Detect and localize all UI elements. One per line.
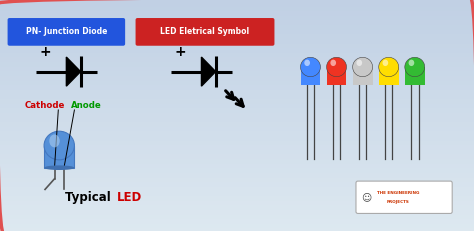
- Text: Cathode: Cathode: [25, 101, 65, 110]
- FancyBboxPatch shape: [353, 67, 373, 85]
- Text: +: +: [39, 45, 51, 59]
- Ellipse shape: [49, 134, 60, 147]
- Bar: [0, 171, 474, 176]
- FancyBboxPatch shape: [136, 18, 274, 46]
- Bar: [0, 152, 474, 157]
- FancyBboxPatch shape: [301, 67, 320, 85]
- Bar: [0, 213, 474, 217]
- Bar: [0, 226, 474, 231]
- Bar: [0, 203, 474, 208]
- Bar: [0, 51, 474, 55]
- Bar: [0, 194, 474, 199]
- FancyBboxPatch shape: [405, 67, 425, 85]
- Bar: [0, 65, 474, 69]
- Bar: [0, 102, 474, 106]
- Ellipse shape: [405, 57, 425, 77]
- Ellipse shape: [379, 57, 399, 77]
- Bar: [0, 55, 474, 60]
- Bar: [0, 185, 474, 189]
- Bar: [0, 111, 474, 116]
- Bar: [0, 46, 474, 51]
- FancyBboxPatch shape: [356, 181, 452, 213]
- Text: LED: LED: [117, 191, 142, 204]
- Bar: [0, 42, 474, 46]
- Bar: [0, 116, 474, 120]
- Text: PROJECTS: PROJECTS: [387, 200, 410, 204]
- Bar: [0, 97, 474, 102]
- Polygon shape: [201, 57, 216, 86]
- Bar: [0, 18, 474, 23]
- Bar: [0, 37, 474, 42]
- Bar: [0, 143, 474, 148]
- Ellipse shape: [44, 165, 74, 170]
- Text: PN- Junction Diode: PN- Junction Diode: [26, 27, 107, 36]
- Text: Anode: Anode: [71, 101, 101, 110]
- Bar: [0, 92, 474, 97]
- FancyBboxPatch shape: [327, 67, 346, 85]
- Bar: [0, 166, 474, 171]
- Text: ☺: ☺: [361, 192, 371, 202]
- Ellipse shape: [356, 60, 362, 66]
- Bar: [0, 208, 474, 213]
- Bar: [0, 134, 474, 139]
- FancyBboxPatch shape: [44, 146, 74, 168]
- Ellipse shape: [409, 60, 414, 66]
- Bar: [0, 217, 474, 222]
- Bar: [0, 5, 474, 9]
- Bar: [0, 199, 474, 203]
- Text: THE ENGINEERING: THE ENGINEERING: [377, 191, 419, 195]
- Bar: [0, 189, 474, 194]
- Bar: [0, 162, 474, 166]
- Bar: [0, 88, 474, 92]
- Polygon shape: [66, 57, 81, 86]
- Bar: [0, 120, 474, 125]
- Bar: [0, 32, 474, 37]
- Bar: [0, 129, 474, 134]
- Bar: [0, 28, 474, 32]
- FancyBboxPatch shape: [8, 18, 125, 46]
- Ellipse shape: [330, 60, 336, 66]
- Bar: [0, 79, 474, 83]
- Ellipse shape: [44, 131, 74, 160]
- Bar: [0, 83, 474, 88]
- Text: LED Eletrical Symbol: LED Eletrical Symbol: [160, 27, 250, 36]
- Bar: [0, 9, 474, 14]
- Bar: [0, 176, 474, 180]
- Text: +: +: [174, 45, 186, 59]
- Bar: [0, 139, 474, 143]
- Bar: [0, 14, 474, 18]
- Bar: [0, 148, 474, 152]
- Bar: [0, 106, 474, 111]
- Bar: [0, 157, 474, 162]
- Bar: [0, 125, 474, 129]
- Ellipse shape: [383, 60, 388, 66]
- Bar: [0, 0, 474, 5]
- FancyBboxPatch shape: [379, 67, 399, 85]
- Bar: [0, 69, 474, 74]
- Ellipse shape: [353, 57, 373, 77]
- Bar: [0, 23, 474, 28]
- Bar: [0, 222, 474, 226]
- Bar: [0, 60, 474, 65]
- Bar: [0, 180, 474, 185]
- Ellipse shape: [327, 57, 346, 77]
- Text: Typical: Typical: [65, 191, 115, 204]
- Ellipse shape: [304, 60, 310, 66]
- Ellipse shape: [301, 57, 320, 77]
- Bar: [0, 74, 474, 79]
